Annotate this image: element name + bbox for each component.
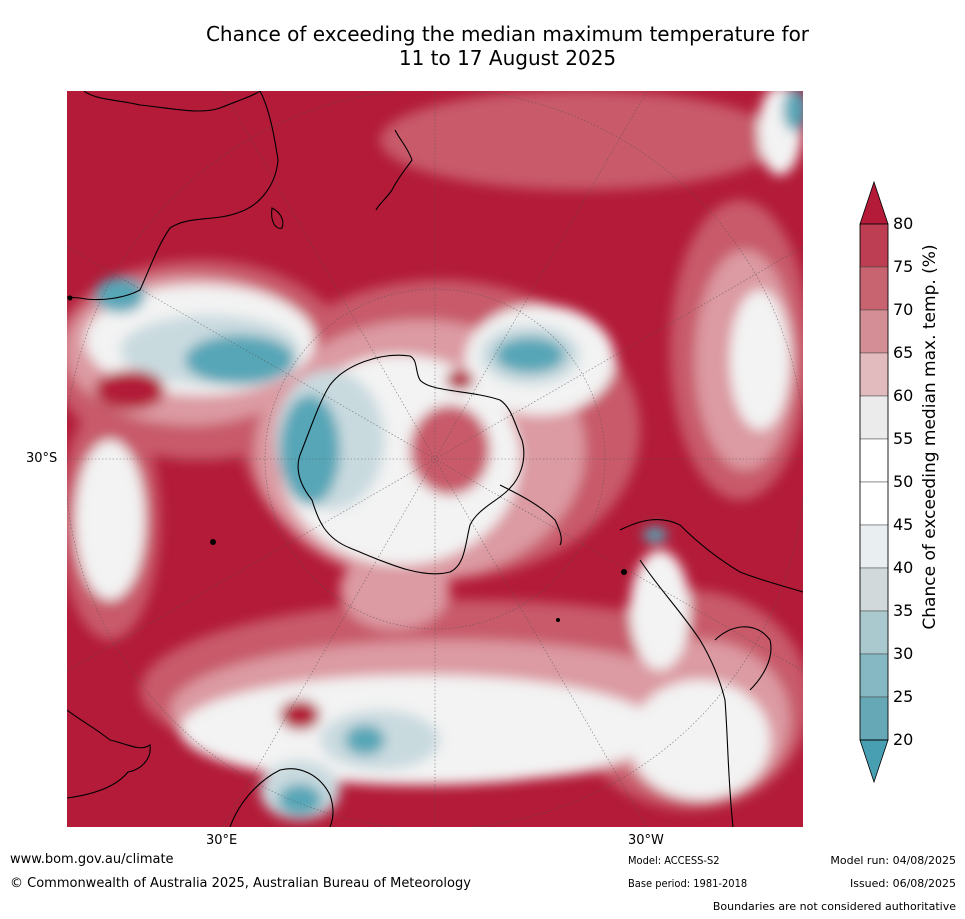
colorbar-tick-label: 70 [893, 300, 914, 319]
colorbar-min-arrow [859, 739, 889, 784]
colorbar-outline [859, 223, 889, 741]
field-zone [410, 405, 490, 495]
model-info: Model: ACCESS-S2 [628, 854, 720, 867]
coastlines [67, 91, 803, 827]
colorbar-band [859, 438, 889, 483]
latitude-circle [264, 288, 606, 630]
colorbar-tick-label: 45 [893, 515, 914, 534]
model-run: Model run: 04/08/2025 [830, 854, 956, 867]
colorbar-tick-label: 80 [893, 214, 914, 233]
colorbar-max-arrow [859, 180, 889, 225]
colorbar-tick-label: 20 [893, 730, 914, 749]
south-america-coastline [67, 709, 151, 799]
colorbar-band [859, 352, 889, 397]
latitude-label: 30°S [26, 451, 58, 466]
colorbar-band [859, 223, 889, 268]
colorbar-tick-label: 50 [893, 472, 914, 491]
colorbar-band [859, 524, 889, 569]
map-panel [67, 91, 803, 827]
island [621, 569, 627, 575]
field-zone [280, 395, 340, 505]
africa-coastline [229, 768, 334, 827]
tasmania-coastline [271, 207, 284, 229]
map-title-line2: 11 to 17 August 2025 [398, 46, 617, 70]
south-america-inner [714, 626, 772, 691]
base-period: Base period: 1981-2018 [628, 877, 748, 890]
map-title: Chance of exceeding the median maximum t… [0, 22, 965, 70]
australia-coastline [67, 91, 279, 301]
field-zone [345, 725, 385, 755]
colorbar-band [859, 395, 889, 440]
issued-date: Issued: 06/08/2025 [849, 877, 956, 890]
colorbar-tick-label: 40 [893, 558, 914, 577]
longitude-label-east: 30°E [206, 833, 238, 848]
colorbar-tick-label: 55 [893, 429, 914, 448]
colorbar-tick-label: 60 [893, 386, 914, 405]
field-zone [446, 370, 474, 390]
colorbar-tick-label: 35 [893, 601, 914, 620]
islands [67, 295, 627, 622]
colorbar-tick-label: 25 [893, 687, 914, 706]
island [210, 539, 216, 545]
island [67, 295, 73, 301]
colorbar-band [859, 653, 889, 698]
field-zone [783, 91, 803, 132]
new-zealand-coastline [375, 129, 413, 211]
antarctica-coastline [297, 354, 525, 575]
field-zone [495, 337, 565, 373]
field-zone [340, 550, 450, 630]
colorbar-tick-label: 65 [893, 343, 914, 362]
colorbar-band [859, 481, 889, 526]
island [556, 618, 560, 622]
colorbar-band [859, 309, 889, 354]
southern-africa-ridge [619, 519, 803, 593]
field-zone [278, 784, 322, 816]
field-zone [630, 680, 770, 800]
colorbar-band [859, 610, 889, 655]
field-zone [95, 277, 145, 313]
field-zone [75, 440, 145, 600]
meridian [67, 246, 803, 672]
longitude-label-west: 30°W [628, 833, 664, 848]
field-zone [380, 91, 780, 190]
antarctic-peninsula [499, 484, 562, 546]
copyright-text: © Commonwealth of Australia 2025, Austra… [10, 876, 471, 891]
colorbar [859, 180, 889, 784]
graticule [67, 91, 803, 827]
field-zone [643, 527, 667, 543]
field-zone [95, 370, 165, 410]
colorbar-band [859, 266, 889, 311]
colorbar-band [859, 696, 889, 741]
map-title-line1: Chance of exceeding the median maximum t… [205, 22, 810, 46]
south-america-west [639, 559, 734, 827]
colorbar-title: Chance of exceeding median max. temp. (%… [920, 244, 940, 630]
colorbar-tick-label: 30 [893, 644, 914, 663]
colorbar-band [859, 567, 889, 612]
australia-north-coastline [83, 91, 261, 112]
field-zone [630, 550, 690, 670]
website-link[interactable]: www.bom.gov.au/climate [10, 852, 174, 867]
boundary-disclaimer: Boundaries are not considered authoritat… [712, 900, 956, 913]
field-zone [730, 290, 790, 430]
colorbar-tick-label: 75 [893, 257, 914, 276]
field-zone [280, 700, 320, 730]
field-zone [185, 335, 295, 385]
